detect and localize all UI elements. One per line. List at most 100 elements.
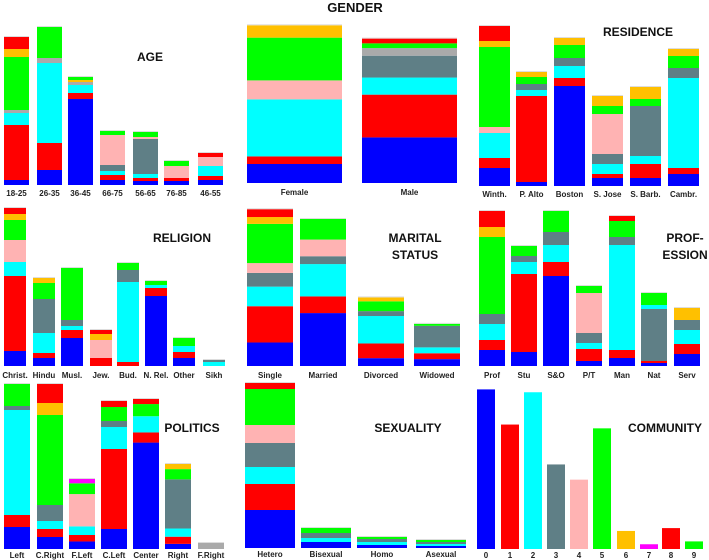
religion-bar-6-segment-3	[145, 285, 167, 288]
politics-bar-1-segment-3	[4, 410, 30, 515]
residence-bar-3-segment-3	[554, 66, 585, 78]
politics-category-label-7: F.Right	[198, 551, 225, 560]
profession-bar-7-segment-3	[674, 330, 700, 344]
politics-category-label-5: Center	[133, 551, 158, 560]
profession-bar-3-segment-4	[543, 232, 569, 245]
gender-bar-2	[362, 37, 457, 183]
profession-category-label-2: Stu	[518, 371, 531, 380]
age-bar-7-cap	[198, 152, 223, 153]
profession-bar-5-segment-3	[609, 245, 635, 350]
sexuality-bar-2	[301, 527, 351, 548]
profession-bar-2-segment-5	[511, 246, 537, 256]
residence-bar-5-segment-3	[630, 156, 661, 164]
religion-bar-2-segment-3	[33, 333, 55, 353]
religion-bar-5-segment-3	[117, 270, 139, 282]
marital-bar-2-segment-5	[300, 239, 346, 257]
residence-bar-3-segment-2	[554, 78, 585, 86]
profession-bar-3	[543, 210, 569, 366]
profession-bar-6	[641, 292, 667, 366]
age-bar-1-segment-3	[4, 113, 29, 125]
religion-bar-4-cap	[90, 329, 112, 330]
religion-category-label-5: Bud.	[119, 371, 137, 380]
sexuality-bar-4-segment-2	[416, 544, 466, 546]
politics-bar-4-segment-5	[101, 407, 127, 421]
profession-bar-7-segment-2	[674, 344, 700, 354]
profession-bar-7-segment-5	[674, 308, 700, 320]
sexuality-bar-4	[416, 539, 466, 548]
age-bar-1-segment-4	[4, 110, 29, 113]
sexuality-bar-3-segment-3	[357, 539, 407, 542]
residence-bar-5-cap	[630, 86, 661, 87]
age-bar-3-segment-6	[68, 77, 93, 80]
profession-bar-4-segment-5	[576, 293, 602, 333]
religion-bar-7-segment-1	[173, 358, 195, 366]
age-bar-4-segment-6	[100, 131, 125, 135]
profession-category-label-3: S&O	[547, 371, 564, 380]
politics-bar-5-segment-1	[133, 442, 159, 549]
politics-bar-4-cap	[101, 400, 127, 401]
profession-bar-4-segment-3	[576, 343, 602, 349]
politics-bar-2-segment-2	[37, 529, 63, 537]
marital-bar-3	[358, 296, 404, 366]
politics-bar-2-cap	[37, 383, 63, 384]
age-bar-7-segment-2	[198, 176, 223, 180]
religion-bar-2-segment-6	[33, 278, 55, 283]
sexuality-bar-2-segment-3	[301, 533, 351, 538]
residence-bar-5-segment-6	[630, 87, 661, 99]
religion-category-label-8: Sikh	[206, 371, 223, 380]
marital-bar-3-cap	[358, 296, 404, 298]
profession-bar-4-cap	[576, 285, 602, 286]
age-bar-5-segment-1	[133, 181, 158, 185]
politics-bar-6-segment-4	[165, 479, 191, 529]
marital-bar-4-segment-1	[414, 359, 460, 366]
religion-category-label-1: Christ.	[2, 371, 27, 380]
panel-profession: Prof Stu S&O P/T Man Nat Serv PROF- ESSION	[479, 210, 708, 380]
age-bar-5-segment-4	[133, 139, 158, 174]
politics-bar-6-cap	[165, 463, 191, 464]
marital-bar-3-segment-2	[358, 343, 404, 359]
age-bar-2-cap	[37, 26, 62, 27]
gender-bar-1-segment-5	[247, 37, 342, 81]
age-bar-1-segment-7	[4, 37, 29, 49]
religion-bar-3-segment-3	[61, 326, 83, 330]
residence-bar-3-segment-4	[554, 58, 585, 66]
profession-bar-4-segment-4	[576, 333, 602, 343]
religion-category-label-2: Hindu	[33, 371, 56, 380]
community-category-label-10: 9	[692, 551, 697, 560]
age-category-label-3: 36-45	[70, 189, 91, 198]
gender-bar-1-segment-6	[247, 25, 342, 38]
age-bar-3	[68, 76, 93, 185]
politics-bar-2-segment-1	[37, 537, 63, 549]
religion-bar-2-segment-4	[33, 299, 55, 333]
community-bar-9-fill	[662, 528, 680, 549]
politics-bar-4-segment-6	[101, 401, 127, 407]
marital-title-line-2: STATUS	[392, 248, 438, 262]
religion-bar-5-cap	[117, 262, 139, 263]
politics-category-label-6: Right	[168, 551, 189, 560]
community-bar-5	[570, 479, 588, 549]
profession-bar-3-segment-2	[543, 262, 569, 276]
profession-bar-5-segment-2	[609, 350, 635, 358]
community-bar-5-fill	[570, 479, 588, 549]
marital-bar-3-segment-6	[358, 297, 404, 302]
profession-bar-5-segment-1	[609, 358, 635, 366]
residence-bar-6-segment-4	[668, 68, 699, 78]
gender-bar-2-segment-3	[362, 77, 457, 95]
profession-bar-1-segment-1	[479, 350, 505, 366]
profession-bar-7-segment-1	[674, 354, 700, 366]
politics-bar-5	[133, 398, 159, 549]
community-bar-7	[617, 530, 635, 549]
residence-category-label-4: S. Jose	[593, 190, 622, 199]
religion-bar-6-segment-2	[145, 288, 167, 296]
religion-bar-8-segment-1	[203, 362, 225, 366]
age-bar-1	[4, 36, 29, 185]
marital-bar-4-segment-4	[414, 325, 460, 348]
age-bar-2	[37, 26, 62, 185]
residence-title: RESIDENCE	[603, 25, 673, 39]
marital-category-label-1: Single	[258, 371, 283, 380]
marital-bar-2	[300, 218, 346, 366]
sexuality-bar-1-segment-4	[245, 443, 295, 467]
residence-category-label-1: Winth.	[482, 190, 506, 199]
profession-bar-2-segment-4	[511, 256, 537, 262]
marital-category-label-4: Widowed	[419, 371, 454, 380]
